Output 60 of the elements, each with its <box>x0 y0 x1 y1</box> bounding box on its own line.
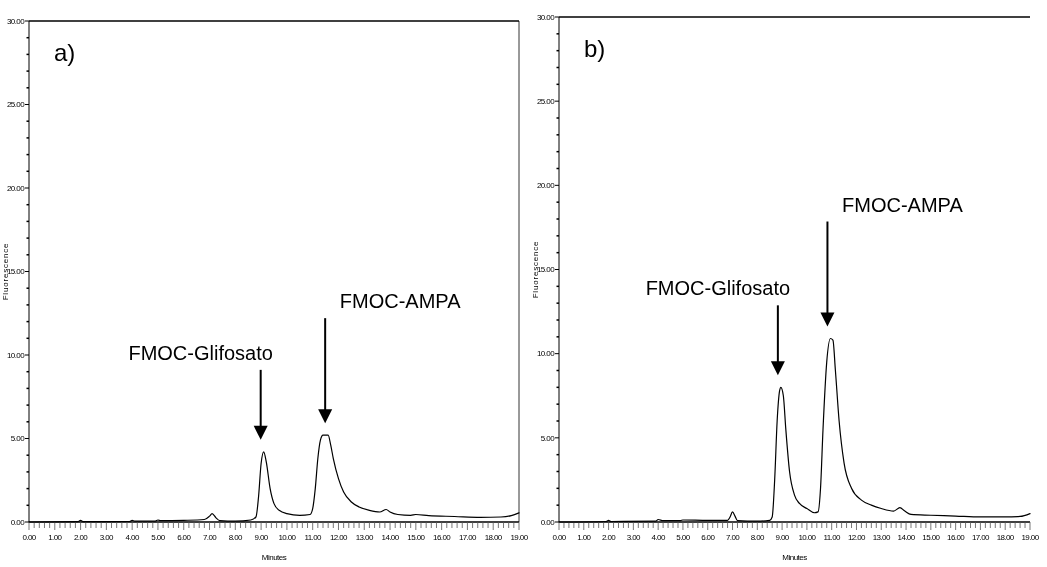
x-tick-label: 17.00 <box>458 533 478 542</box>
x-tick-label: 4.00 <box>651 533 666 542</box>
x-tick-label: 16.00 <box>947 533 966 542</box>
x-tick-label: 8.00 <box>750 533 766 542</box>
y-tick-label: 30.00 <box>6 16 26 26</box>
x-tick-label: 17.00 <box>971 533 991 542</box>
x-tick-label: 11.00 <box>304 533 323 542</box>
x-tick-label: 13.00 <box>872 533 891 542</box>
annotation: b) <box>584 35 606 62</box>
x-tick-label: 18.00 <box>484 533 503 542</box>
x-tick-label: 2.00 <box>73 533 89 542</box>
x-tick-label: 1.00 <box>577 533 592 542</box>
x-tick-label: 12.00 <box>329 533 349 542</box>
y-tick-label: 0.00 <box>10 517 26 527</box>
y-tick-label: 10.00 <box>6 350 26 360</box>
x-tick-label: 14.00 <box>897 533 916 542</box>
x-tick-label: 3.00 <box>626 533 642 542</box>
x-tick-label: 10.00 <box>278 533 297 542</box>
x-tick-label: 10.00 <box>798 533 817 542</box>
x-tick-label: 19.00 <box>1021 533 1040 542</box>
annotation: FMOC-AMPA <box>842 193 964 216</box>
x-tick-label: 0.00 <box>22 533 37 542</box>
y-tick-label: 25.00 <box>536 96 556 106</box>
annotation: FMOC-Glifosato <box>645 277 791 300</box>
x-tick-label: 19.00 <box>510 533 529 542</box>
y-tick-label: 25.00 <box>6 100 26 110</box>
x-tick-label: 15.00 <box>922 533 941 542</box>
y-tick-label: 20.00 <box>6 183 26 193</box>
x-tick-label: 5.00 <box>151 533 166 542</box>
y-tick-label: 20.00 <box>536 181 556 191</box>
x-tick-label: 6.00 <box>701 533 716 542</box>
x-tick-label: 18.00 <box>996 533 1015 542</box>
x-tick-label: 8.00 <box>228 533 244 542</box>
y-tick-label: 10.00 <box>536 349 556 359</box>
x-tick-label: 14.00 <box>381 533 400 542</box>
y-tick-label: 0.00 <box>540 517 556 527</box>
y-tick-label: 5.00 <box>10 434 26 444</box>
x-tick-label: 0.00 <box>552 533 567 542</box>
y-tick-label: 30.00 <box>536 12 556 22</box>
x-tick-label: 13.00 <box>355 533 374 542</box>
x-tick-label: 7.00 <box>202 533 218 542</box>
annotation: FMOC-AMPA <box>339 290 462 313</box>
annotation: FMOC-Glifosato <box>128 341 273 364</box>
x-tick-label: 5.00 <box>676 533 691 542</box>
x-tick-label: 9.00 <box>775 533 790 542</box>
annotation: a) <box>54 39 76 66</box>
x-axis-title: Minutes <box>261 553 287 562</box>
x-tick-label: 11.00 <box>823 533 842 542</box>
x-tick-label: 3.00 <box>99 533 115 542</box>
x-tick-label: 7.00 <box>725 533 741 542</box>
y-tick-label: 5.00 <box>540 433 556 443</box>
x-tick-label: 2.00 <box>601 533 617 542</box>
x-tick-label: 16.00 <box>433 533 452 542</box>
x-tick-label: 1.00 <box>48 533 63 542</box>
x-tick-label: 4.00 <box>125 533 140 542</box>
x-tick-label: 12.00 <box>847 533 867 542</box>
x-tick-label: 9.00 <box>254 533 269 542</box>
x-axis-title: Minutes <box>782 553 808 562</box>
x-tick-label: 6.00 <box>177 533 192 542</box>
x-tick-label: 15.00 <box>407 533 426 542</box>
